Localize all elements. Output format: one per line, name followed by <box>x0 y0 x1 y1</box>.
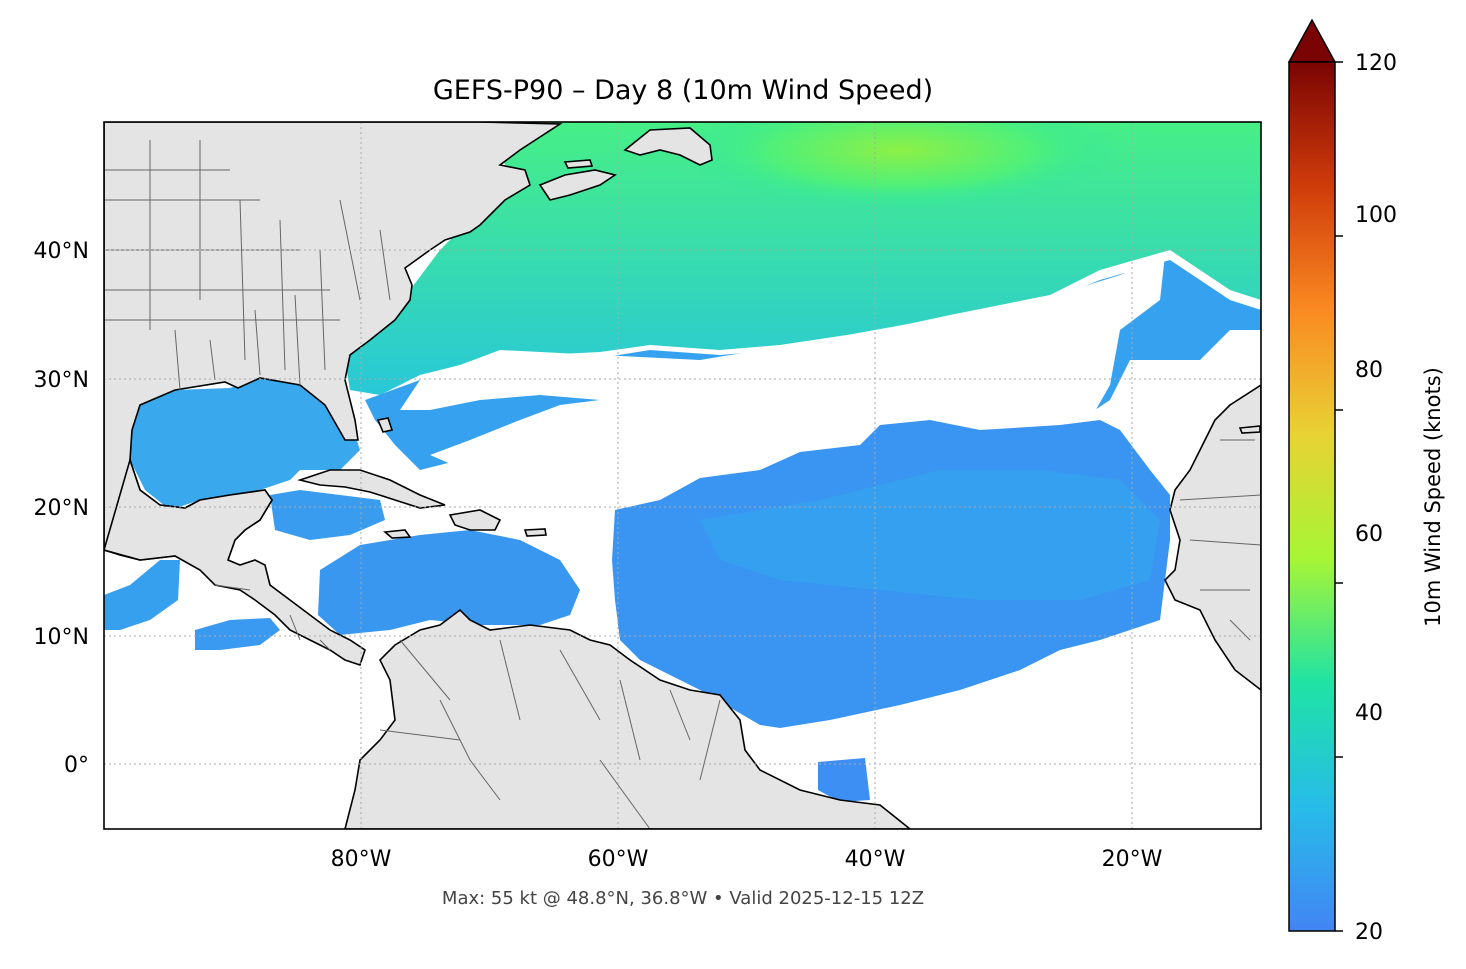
wind-field-tropical-highlight <box>700 470 1160 600</box>
wind-field-pacific-1 <box>104 560 180 630</box>
lat-tick-label: 0° <box>64 753 89 778</box>
wind-field-caribbean <box>318 530 580 635</box>
land <box>104 122 1261 829</box>
colorbar-tick-label: 40 <box>1355 701 1383 726</box>
lat-tick-label: 30°N <box>34 368 89 393</box>
colorbar-ticks <box>1335 61 1343 932</box>
land-south-america <box>344 608 912 829</box>
lon-ticks: 80°W 60°W 40°W 20°W <box>331 847 1163 872</box>
land-puerto-rico <box>523 528 547 537</box>
wind-field-gulf <box>130 378 360 510</box>
land-bahamas <box>376 417 394 433</box>
map-title: GEFS-P90 – Day 8 (10m Wind Speed) <box>433 75 933 106</box>
max-wind-annotation: Max: 55 kt @ 48.8°N, 36.8°W • Valid 2025… <box>442 888 924 909</box>
land-newfoundland <box>623 127 713 166</box>
colorbar-tick-label: 60 <box>1355 522 1383 547</box>
lon-tick-label: 60°W <box>588 847 649 872</box>
colorbar-tick-label: 80 <box>1355 358 1383 383</box>
land-central-america <box>104 457 366 667</box>
wind-max-core <box>680 122 1120 210</box>
lon-tick-label: 40°W <box>845 847 906 872</box>
land-pei <box>563 159 594 169</box>
wind-field-equatorial <box>818 758 870 802</box>
lat-tick-label: 20°N <box>34 496 89 521</box>
lat-tick-label: 10°N <box>34 625 89 650</box>
colorbar-ramp <box>1288 61 1336 932</box>
land-africa <box>1164 384 1261 692</box>
lat-tick-label: 40°N <box>34 239 89 264</box>
land-hispaniola <box>448 509 502 531</box>
map-axes <box>104 122 1261 829</box>
map-frame <box>103 121 1262 830</box>
wind-field-bahamas <box>270 490 385 540</box>
colorbar-tick-label: 100 <box>1355 203 1397 228</box>
colorbar-extend-arrow <box>1287 18 1337 63</box>
colorbar-tick-label: 20 <box>1355 920 1383 945</box>
land-jamaica <box>383 529 412 539</box>
lat-ticks: 40°N 30°N 20°N 10°N 0° <box>34 239 89 778</box>
wind-speed-field <box>104 122 1261 802</box>
land-canaries <box>1238 425 1261 434</box>
lon-tick-label: 80°W <box>331 847 392 872</box>
land-nova-scotia <box>538 169 617 201</box>
political-borders <box>104 140 1261 829</box>
calm-zone <box>400 255 1165 505</box>
colorbar-label: 10m Wind Speed (knots) <box>1421 367 1445 627</box>
colorbar: 120 100 80 60 40 20 10m Wind Speed (knot… <box>1287 18 1445 945</box>
wind-field-pacific-2 <box>195 618 280 650</box>
colorbar-tick-label: 120 <box>1355 51 1397 76</box>
lon-tick-label: 20°W <box>1102 847 1163 872</box>
land-cuba <box>297 469 446 509</box>
